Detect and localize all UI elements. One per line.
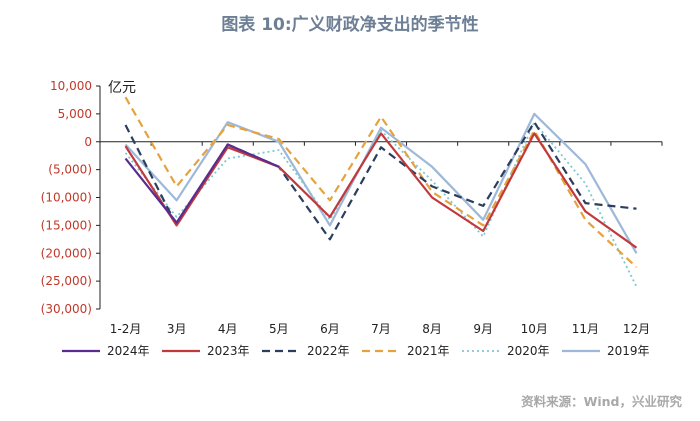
legend-label: 2022年 xyxy=(307,344,350,358)
y-tick-label: 5,000 xyxy=(58,107,92,121)
y-tick-label: (25,000) xyxy=(41,274,92,288)
x-tick-label: 7月 xyxy=(371,322,391,336)
legend-label: 2020年 xyxy=(507,344,550,358)
x-tick-label: 6月 xyxy=(320,322,340,336)
chart-title: 图表 10:广义财政净支出的季节性 xyxy=(221,15,479,35)
y-tick-label: (15,000) xyxy=(41,218,92,232)
legend: 2024年 2023年 2022年 2021年 2020年 2019年 xyxy=(62,344,650,358)
y-tick-label: 0 xyxy=(84,135,92,149)
legend-label: 2019年 xyxy=(607,344,650,358)
x-tick-label: 8月 xyxy=(422,322,442,336)
series-line-2023年 xyxy=(124,132,638,249)
x-tick-label: 4月 xyxy=(218,322,238,336)
x-tick-label: 1-2月 xyxy=(110,322,142,336)
legend-label: 2021年 xyxy=(407,344,450,358)
legend-label: 2024年 xyxy=(107,344,150,358)
x-tick-label: 12月 xyxy=(623,322,650,336)
y-tick-label: (20,000) xyxy=(41,246,92,260)
x-tick-label: 3月 xyxy=(167,322,187,336)
y-unit-label: 亿元 xyxy=(108,80,136,96)
legend-label: 2023年 xyxy=(207,344,250,358)
series-line-2024年 xyxy=(124,143,280,224)
series-line-2020年 xyxy=(124,121,638,288)
x-tick-label: 10月 xyxy=(521,322,548,336)
x-tick-label: 11月 xyxy=(572,322,599,336)
axes: 10,000 5,000 0 (5,000) (10,000) (15,000) (20,0… xyxy=(41,79,663,336)
source-note: 资料来源：Wind，兴业研究 xyxy=(521,394,682,409)
y-tick-label: (30,000) xyxy=(41,302,92,316)
y-tick-label: (10,000) xyxy=(41,191,92,205)
y-tick-label: (5,000) xyxy=(48,163,92,177)
x-tick-label: 9月 xyxy=(473,322,493,336)
y-tick-label: 10,000 xyxy=(50,79,92,93)
series-line-2019年 xyxy=(124,112,638,254)
series-lines xyxy=(124,96,638,288)
x-tick-label: 5月 xyxy=(269,322,289,336)
